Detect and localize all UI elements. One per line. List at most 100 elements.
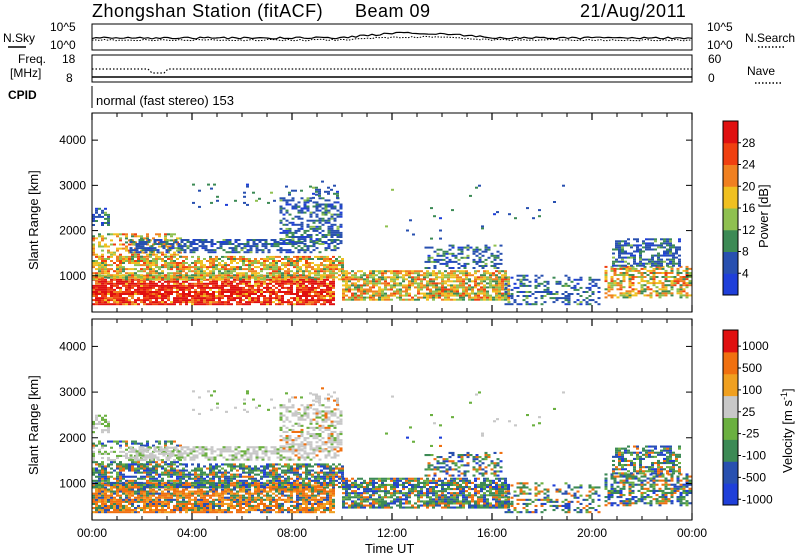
range-time-cell [107,497,110,499]
range-time-cell [254,278,257,280]
range-time-cell [143,511,146,513]
range-time-cell [289,230,292,232]
range-time-cell [170,289,173,291]
range-time-cell [119,277,122,279]
range-time-cell [317,509,320,511]
range-time-cell [659,288,662,290]
range-time-cell [289,249,292,251]
range-time-cell [505,291,508,293]
range-time-cell [149,499,152,501]
range-time-cell [206,493,209,495]
range-time-cell [164,281,167,283]
range-time-cell [577,303,580,305]
range-time-cell [152,283,155,285]
range-time-cell [188,270,191,272]
range-time-cell [426,270,429,272]
range-time-cell [438,295,441,297]
range-time-cell [624,244,627,246]
range-time-cell [302,303,305,305]
range-time-cell [453,280,456,282]
range-time-cell [116,507,119,509]
range-time-cell [284,491,287,493]
range-time-cell [363,293,366,295]
range-time-cell [233,289,236,291]
range-time-cell [334,224,337,226]
range-time-cell [95,493,98,495]
range-time-cell [212,266,215,268]
range-time-cell [275,260,278,262]
range-time-cell [301,249,304,251]
range-time-cell [214,243,217,245]
range-time-cell [562,185,565,187]
range-time-cell [194,503,197,505]
range-time-cell [277,245,280,247]
range-time-cell [128,497,131,499]
range-time-cell [316,208,319,210]
range-time-cell [508,303,511,305]
range-time-cell [167,291,170,293]
range-time-cell [236,276,239,278]
range-time-cell [154,239,157,241]
range-time-cell [311,303,314,305]
range-time-cell [260,501,263,503]
range-time-cell [98,270,101,272]
range-time-cell [128,503,131,505]
range-time-cell [263,499,266,501]
range-time-cell [173,256,176,258]
range-time-cell [248,281,251,283]
range-time-cell [299,285,302,287]
range-time-cell [639,263,642,265]
range-time-cell [158,509,161,511]
range-time-cell [325,214,328,216]
range-time-cell [155,233,158,235]
range-time-cell [357,276,360,278]
range-time-cell [122,283,125,285]
range-time-cell [247,239,250,241]
range-time-cell [161,270,164,272]
range-time-cell [423,286,426,288]
range-time-cell [233,285,236,287]
range-time-cell [623,274,626,276]
range-time-cell [595,301,598,303]
range-time-cell [236,499,239,501]
range-time-cell [285,186,288,188]
range-time-cell [146,272,149,274]
range-time-cell [671,270,674,272]
range-time-cell [310,238,313,240]
range-time-cell [474,293,477,295]
range-time-cell [360,278,363,280]
range-time-cell [227,491,230,493]
range-time-cell [340,214,343,216]
range-time-cell [504,270,507,272]
range-time-cell [200,507,203,509]
range-time-cell [342,289,345,291]
range-time-cell [221,509,224,511]
range-time-cell [260,509,263,511]
range-time-cell [505,293,508,295]
range-time-cell [98,266,101,268]
range-time-cell [483,284,486,286]
range-time-cell [116,495,119,497]
range-time-cell [307,197,310,199]
range-time-cell [302,497,305,499]
range-time-cell [665,286,668,288]
range-time-cell [532,293,535,295]
range-time-cell [206,272,209,274]
range-time-cell [311,299,314,301]
range-time-cell [295,224,298,226]
range-time-cell [641,290,644,292]
range-time-cell [233,495,236,497]
range-time-cell [328,199,331,201]
range-time-cell [508,285,511,287]
range-time-cell [278,276,281,278]
range-time-cell [480,291,483,293]
range-time-cell [396,272,399,274]
range-time-cell [489,280,492,282]
range-time-cell [125,493,128,495]
range-time-cell [672,257,675,259]
range-time-cell [471,297,474,299]
range-time-cell [227,503,230,505]
range-time-cell [278,493,281,495]
range-time-cell [143,501,146,503]
range-time-cell [301,212,304,214]
